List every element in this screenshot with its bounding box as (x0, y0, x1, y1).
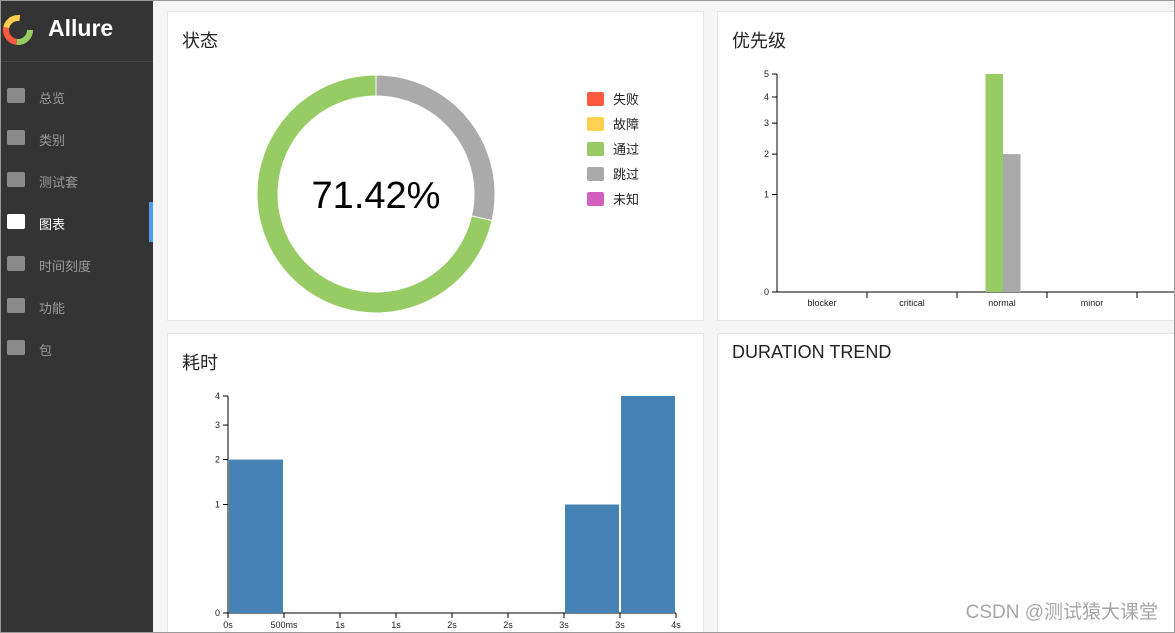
y-tick-label: 4 (215, 391, 220, 401)
x-tick-label: normal (988, 298, 1016, 308)
severity-panel: 优先级 0 1 2 3 4 5 blocker critical normal minor (717, 11, 1174, 321)
panel-title: DURATION TREND (732, 342, 891, 362)
y-tick-label: 2 (764, 149, 769, 159)
severity-chart: 优先级 0 1 2 3 4 5 blocker critical normal minor (732, 31, 1174, 308)
legend-swatch (587, 192, 604, 206)
histogram-bar (229, 459, 283, 613)
logo-ring (3, 15, 33, 45)
pie-slice (256, 74, 493, 314)
x-tick-label: 1s (391, 620, 401, 630)
logo-ring (3, 15, 33, 45)
y-tick-label: 0 (215, 608, 220, 618)
legend-swatch (587, 92, 604, 106)
y-tick-label: 1 (764, 190, 769, 200)
panel-title: 优先级 (732, 31, 786, 51)
nav-item[interactable]: 图表 (1, 202, 153, 242)
x-tick-label: 2s (447, 620, 457, 630)
legend-swatch (587, 142, 604, 156)
x-tick-label: 2s (503, 620, 513, 630)
nav-icon (7, 88, 25, 103)
trend-panel: DURATION TREND (717, 333, 1174, 632)
x-tick-label: minor (1081, 298, 1104, 308)
legend-label: 故障 (613, 117, 639, 132)
nav-label: 图表 (39, 217, 66, 232)
nav-item[interactable]: 总览 (1, 76, 153, 116)
x-tick-label: 4s (671, 620, 681, 630)
bar (1003, 154, 1021, 292)
nav-icon (7, 130, 25, 145)
nav-label: 测试套 (39, 175, 79, 190)
y-tick-label: 5 (764, 69, 769, 79)
panel-title: 状态 (182, 31, 218, 51)
duration-chart: 耗时 0 1 2 3 4 0s 500ms 1s 1s 2s 2s 3s 3s 4s (182, 353, 681, 630)
histogram-bar (565, 504, 619, 613)
y-tick-label: 1 (215, 500, 220, 510)
logo-text: Allure (48, 15, 114, 41)
x-tick-label: 3s (615, 620, 625, 630)
nav-icon (7, 340, 25, 355)
nav-item[interactable]: 包 (1, 328, 153, 368)
status-panel: 状态失败故障通过跳过未知 71.42% (167, 11, 704, 321)
logo-icon (3, 15, 33, 45)
legend-label: 跳过 (613, 167, 639, 182)
histogram-bar (621, 396, 675, 613)
y-tick-label: 4 (764, 92, 769, 102)
panel-title: 耗时 (182, 353, 218, 373)
nav-item[interactable]: 测试套 (1, 160, 153, 200)
duration-panel: 耗时 0 1 2 3 4 0s 500ms 1s 1s 2s 2s 3s 3s 4s (167, 333, 704, 632)
logo-ring (3, 15, 33, 45)
x-tick-label: 0s (223, 620, 233, 630)
x-tick-label: 500ms (270, 620, 298, 630)
x-tick-label: critical (899, 298, 925, 308)
y-tick-label: 3 (764, 118, 769, 128)
legend-swatch (587, 117, 604, 131)
nav-icon (7, 214, 25, 229)
x-tick-label: 1s (335, 620, 345, 630)
watermark: CSDN @测试猿大课堂 (965, 602, 1158, 623)
legend-label: 未知 (613, 192, 639, 207)
nav-item[interactable]: 类别 (1, 118, 153, 158)
x-tick-label: 3s (559, 620, 569, 630)
legend-label: 失败 (613, 92, 639, 107)
nav-label: 总览 (39, 91, 66, 106)
nav-label: 包 (39, 343, 53, 358)
y-tick-label: 3 (215, 420, 220, 430)
y-tick-label: 0 (764, 287, 769, 297)
nav-icon (7, 172, 25, 187)
bar (985, 74, 1003, 292)
y-tick-label: 2 (215, 455, 220, 465)
nav-icon (7, 256, 25, 271)
center-label: 71.42% (312, 175, 441, 217)
legend-swatch (587, 167, 604, 181)
nav-item[interactable]: 功能 (1, 286, 153, 326)
sidebar: Allure 总览类别测试套图表时间刻度功能包 (1, 1, 153, 632)
nav-item[interactable]: 时间刻度 (1, 244, 153, 284)
trend-chart: DURATION TREND (732, 342, 891, 362)
pie-slice (375, 74, 496, 222)
nav-label: 功能 (39, 301, 66, 316)
nav-label: 类别 (39, 133, 66, 148)
nav-icon (7, 298, 25, 313)
x-tick-label: blocker (807, 298, 836, 308)
logo[interactable]: Allure (1, 1, 153, 62)
legend-label: 通过 (613, 142, 639, 157)
nav-label: 时间刻度 (39, 259, 92, 274)
